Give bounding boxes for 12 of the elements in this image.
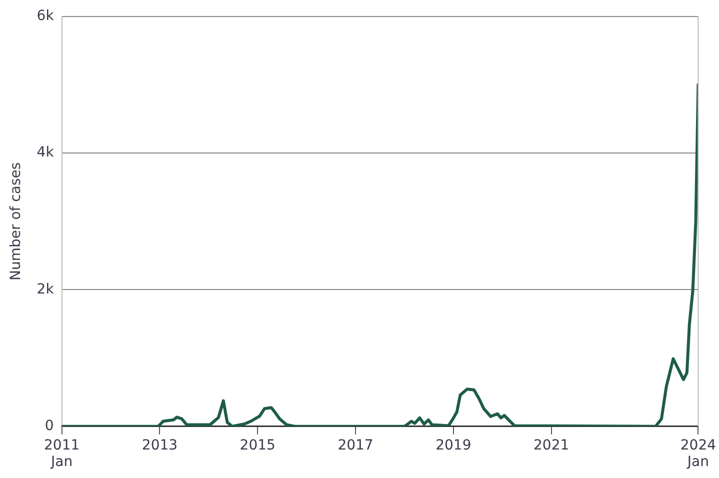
x-tick-label: 2013 [142, 437, 178, 454]
y-axis-title: Number of cases [8, 162, 24, 280]
y-tick-label: 4k [36, 144, 55, 161]
x-tick-label: 2015 [240, 437, 276, 454]
x-tick-label: 2024 Jan [680, 437, 716, 470]
x-tick-label: 2017 [338, 437, 374, 454]
x-tick-label: 2021 [534, 437, 570, 454]
y-tick-label: 6k [36, 8, 55, 24]
x-tick-label: 2011 Jan [44, 437, 80, 470]
y-tick-label: 0 [44, 418, 54, 434]
y-tick-label: 2k [36, 281, 55, 298]
x-tick-label: 2019 [436, 437, 472, 454]
